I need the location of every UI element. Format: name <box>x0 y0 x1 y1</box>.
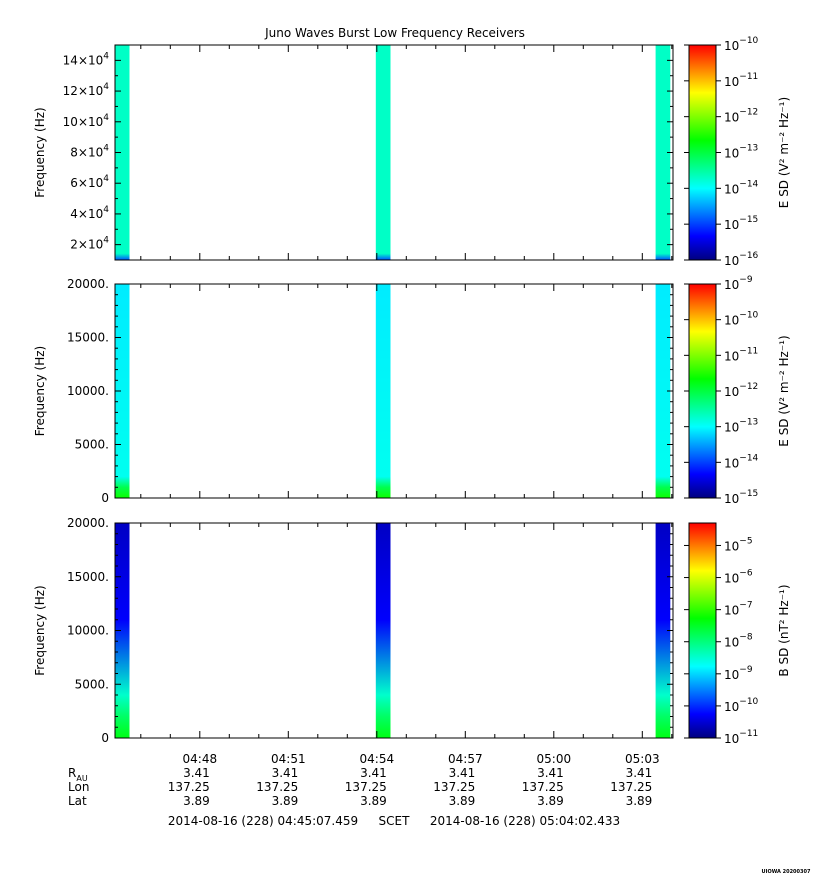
y-tick-label: 4×104 <box>70 205 109 221</box>
y-tick-label: 10×104 <box>63 113 110 129</box>
time-tick-label: 05:00 <box>537 752 572 766</box>
ephemeris-value: 3.41 <box>183 766 210 780</box>
colorbar-tick-label: 10−10 <box>724 36 759 53</box>
colorbar-tick-label: 10−14 <box>724 179 759 196</box>
ephemeris-value: 137.25 <box>433 780 475 794</box>
burst-band <box>655 523 671 738</box>
burst-band <box>375 523 391 738</box>
y-tick-label: 12×104 <box>63 82 110 98</box>
ephemeris-value: 137.25 <box>522 780 564 794</box>
ephemeris-value: 3.89 <box>449 794 476 808</box>
colorbar-tick-label: 10−10 <box>724 311 759 328</box>
colorbar-tick-label: 10−15 <box>724 215 758 232</box>
ephemeris-value: 3.89 <box>360 794 387 808</box>
footer-scet-label: SCET <box>379 814 411 828</box>
y-tick-label: 20000. <box>67 277 109 291</box>
panels: 2×104 4×104 6×104 8×104 10×104 12×104 14×104 Fr… <box>33 36 791 746</box>
burst-band <box>375 284 391 498</box>
colorbar-label: E SD (V² m⁻² Hz⁻¹) <box>777 335 791 446</box>
y-tick-label: 10000. <box>67 384 109 398</box>
ephemeris-value: 3.41 <box>449 766 476 780</box>
y-axis-label: Frequency (Hz) <box>33 346 47 437</box>
burst-band <box>375 45 391 260</box>
y-axis-label: Frequency (Hz) <box>33 585 47 676</box>
ephemeris-value: 3.89 <box>183 794 210 808</box>
colorbar-tick-label: 10−9 <box>724 275 753 292</box>
colorbar-label: E SD (V² m⁻² Hz⁻¹) <box>777 97 791 208</box>
y-tick-label: 15000. <box>67 331 109 345</box>
ephemeris-value: 3.89 <box>537 794 564 808</box>
plot-area <box>115 523 673 738</box>
panel-2: 0 5000. 10000. 15000. 20000. Frequency (Hz) 10… <box>33 275 791 506</box>
colorbar-label: B SD (nT² Hz⁻¹) <box>777 584 791 676</box>
time-tick-label: 04:57 <box>448 752 483 766</box>
colorbar <box>688 44 717 261</box>
ephemeris-value: 3.89 <box>626 794 653 808</box>
colorbar <box>688 522 717 739</box>
colorbar-tick-label: 10−8 <box>724 633 753 650</box>
credit-stamp: UIOWA 20200307 <box>762 869 811 875</box>
colorbar-tick-label: 10−7 <box>724 601 753 618</box>
y-tick-label: 2×104 <box>70 236 109 252</box>
y-axis-label: Frequency (Hz) <box>33 107 47 198</box>
time-tick-label: 04:51 <box>271 752 306 766</box>
y-tick-label: 20000. <box>67 516 109 530</box>
ephemeris-row-label: Lon <box>68 780 89 794</box>
colorbar-tick-label: 10−16 <box>724 251 759 268</box>
ephemeris-value: 3.41 <box>537 766 564 780</box>
ephemeris-value: 137.25 <box>610 780 652 794</box>
colorbar-tick-label: 10−10 <box>724 697 759 714</box>
ephemeris-value: 3.41 <box>360 766 387 780</box>
ephemeris-value: 137.25 <box>256 780 298 794</box>
ephemeris-value: 137.25 <box>345 780 387 794</box>
y-tick-label: 15000. <box>67 570 109 584</box>
ephemeris-value: 3.41 <box>272 766 299 780</box>
colorbar-tick-label: 10−5 <box>724 536 753 553</box>
y-tick-label: 14×104 <box>63 51 110 67</box>
burst-band <box>655 284 671 498</box>
colorbar-tick-label: 10−11 <box>724 346 758 363</box>
ephemeris-value: 3.41 <box>626 766 653 780</box>
colorbar-tick-label: 10−6 <box>724 569 753 586</box>
y-tick-label: 8×104 <box>70 144 109 160</box>
colorbar-tick-label: 10−15 <box>724 489 758 506</box>
ephemeris-value: 137.25 <box>168 780 210 794</box>
ephemeris-row-label: Lat <box>68 794 87 808</box>
chart-title: Juno Waves Burst Low Frequency Receivers <box>264 26 525 40</box>
y-tick-label: 5000. <box>75 677 109 691</box>
y-tick-label: 0 <box>101 731 109 745</box>
colorbar-tick-label: 10−12 <box>724 382 758 399</box>
y-tick-label: 5000. <box>75 438 109 452</box>
colorbar-tick-label: 10−11 <box>724 729 758 746</box>
plot-area <box>115 284 673 498</box>
y-tick-label: 0 <box>101 491 109 505</box>
footer-end-time: 2014-08-16 (228) 05:04:02.433 <box>430 814 620 828</box>
colorbar-tick-label: 10−14 <box>724 453 759 470</box>
panel-1: 2×104 4×104 6×104 8×104 10×104 12×104 14×104 Fr… <box>33 36 791 268</box>
burst-band <box>114 45 130 260</box>
colorbar-tick-label: 10−11 <box>724 72 758 89</box>
y-tick-label: 10000. <box>67 624 109 638</box>
colorbar-tick-label: 10−13 <box>724 418 758 435</box>
plot-area <box>115 45 673 260</box>
footer-start-time: 2014-08-16 (228) 04:45:07.459 <box>168 814 358 828</box>
burst-band <box>655 45 671 260</box>
y-tick-label: 6×104 <box>70 174 109 190</box>
ephemeris-value: 3.89 <box>272 794 299 808</box>
time-axis: 04:48 04:51 04:54 04:57 05:00 05:03 <box>183 752 660 766</box>
colorbar-tick-label: 10−13 <box>724 144 758 161</box>
time-tick-label: 04:54 <box>360 752 395 766</box>
colorbar-tick-label: 10−12 <box>724 108 758 125</box>
panel-3: 0 5000. 10000. 15000. 20000. Frequency (Hz) 10… <box>33 516 791 746</box>
time-tick-label: 04:48 <box>183 752 218 766</box>
colorbar-tick-label: 10−9 <box>724 665 753 682</box>
colorbar <box>688 283 717 499</box>
time-tick-label: 05:03 <box>625 752 660 766</box>
